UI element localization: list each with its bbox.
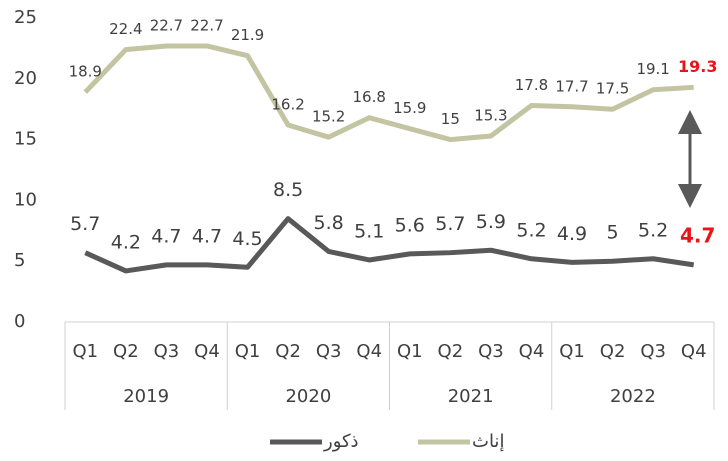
data-label: 17.8 (515, 76, 548, 94)
x-tick-label: Q4 (356, 341, 382, 362)
x-tick-label: Q1 (72, 341, 98, 362)
x-tick-label: Q2 (113, 341, 139, 362)
group-label: 2021 (448, 386, 494, 407)
y-tick-label: 5 (14, 250, 25, 271)
data-label: 4.7 (192, 225, 222, 247)
x-tick-label: Q1 (235, 341, 261, 362)
data-label: 5.2 (638, 219, 668, 241)
data-label: 4.9 (557, 223, 587, 245)
data-label: 4.5 (232, 228, 262, 250)
data-label: 4.2 (111, 231, 141, 253)
data-label: 16.8 (353, 88, 386, 106)
series-line (83, 43, 694, 143)
legend-label: إناث (472, 431, 504, 452)
data-label: 5 (607, 222, 619, 244)
data-label: 17.5 (596, 80, 629, 98)
x-tick-label: Q3 (478, 341, 504, 362)
data-label: 4.7 (680, 223, 715, 247)
group-label: 2019 (123, 386, 169, 407)
y-tick-label: 0 (14, 311, 25, 332)
y-tick-label: 25 (14, 7, 37, 28)
data-label: 15.9 (393, 99, 426, 117)
data-label: 15 (441, 110, 460, 128)
data-label: 19.3 (678, 57, 717, 76)
x-tick-label: Q2 (438, 341, 464, 362)
data-label: 21.9 (231, 26, 264, 44)
data-label: 22.4 (109, 20, 142, 38)
data-label: 8.5 (273, 179, 303, 201)
data-label: 4.7 (151, 225, 181, 247)
data-label: 17.7 (555, 77, 588, 95)
x-tick-label: Q3 (316, 341, 342, 362)
data-label: 5.7 (435, 213, 465, 235)
x-tick-label: Q2 (275, 341, 301, 362)
data-label: 19.1 (636, 60, 669, 78)
data-label: 5.1 (354, 220, 384, 242)
x-tick-label: Q3 (154, 341, 180, 362)
x-tick-label: Q2 (600, 341, 626, 362)
y-tick-label: 20 (14, 68, 37, 89)
data-label: 16.2 (271, 96, 304, 114)
data-label: 15.3 (474, 106, 507, 124)
data-label: 22.7 (190, 16, 223, 34)
x-tick-label: Q4 (519, 341, 545, 362)
x-tick-label: Q3 (640, 341, 666, 362)
data-label: 5.9 (476, 211, 506, 233)
x-tick-label: Q4 (681, 341, 707, 362)
legend-label: ذكور (323, 431, 359, 452)
series-line (84, 216, 695, 274)
y-tick-label: 15 (14, 129, 37, 150)
group-label: 2022 (610, 386, 656, 407)
x-tick-label: Q1 (397, 341, 423, 362)
x-tick-label: Q1 (559, 341, 585, 362)
data-label: 5.8 (314, 212, 344, 234)
data-label: 22.7 (150, 16, 183, 34)
y-tick-label: 10 (14, 189, 37, 210)
data-label: 5.6 (395, 214, 425, 236)
data-label: 5.2 (516, 219, 546, 241)
data-label: 18.9 (69, 63, 102, 81)
data-label: 15.2 (312, 108, 345, 126)
group-label: 2020 (285, 386, 331, 407)
data-label: 5.7 (70, 213, 100, 235)
x-tick-label: Q4 (194, 341, 220, 362)
